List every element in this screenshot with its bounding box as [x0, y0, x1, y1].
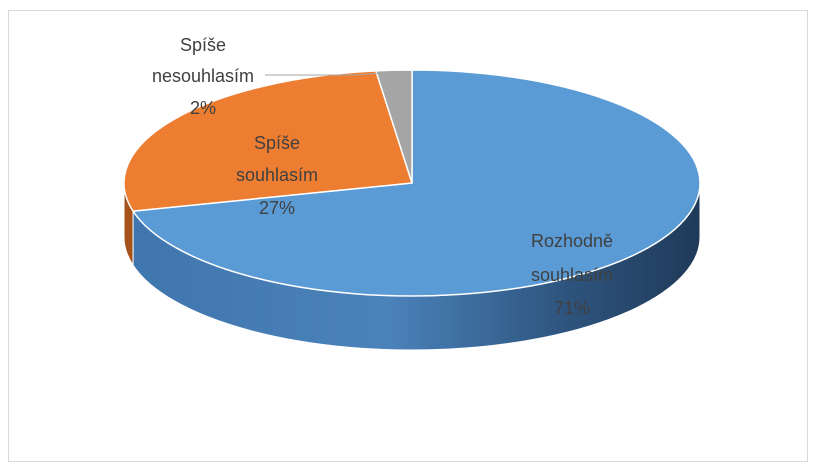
- data-label-value: 71%: [554, 298, 590, 318]
- leader-line: [265, 71, 394, 76]
- pie-slice-1: [123, 70, 413, 212]
- data-label-text: souhlasím: [531, 265, 613, 285]
- data-label-2: Spíše nesouhlasím 2%: [152, 35, 254, 118]
- data-label-text: Rozhodně: [531, 231, 613, 251]
- data-label-text: souhlasím: [236, 165, 318, 185]
- pie-slice-0: [132, 69, 701, 297]
- pie-slice-2: [375, 69, 413, 184]
- data-label-value: 27%: [259, 198, 295, 218]
- data-label-value: 2%: [190, 98, 216, 118]
- chart-area: Rozhodně souhlasím 71% Spíše souhlasím 27% Spí…: [8, 10, 808, 462]
- pie-chart: Rozhodněsouhlasím71%Spíšesouhlasím27%Spí…: [123, 35, 701, 351]
- data-label-text: Spíše: [254, 133, 300, 153]
- data-label-1: Spíše souhlasím 27%: [236, 133, 318, 218]
- data-label-text: Spíše: [180, 35, 226, 55]
- data-label-text: nesouhlasím: [152, 66, 254, 86]
- data-label-0: Rozhodně souhlasím 71%: [531, 231, 613, 318]
